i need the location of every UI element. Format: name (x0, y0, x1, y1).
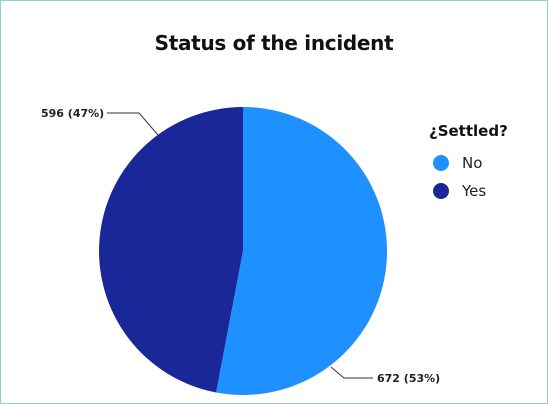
pie-slice-no[interactable] (216, 106, 388, 395)
data-label-yes: 596 (47%) (41, 107, 104, 120)
chart-title: Status of the incident (154, 31, 394, 55)
data-label-leader-yes (107, 112, 159, 136)
legend: ¿Settled? No Yes (429, 122, 508, 205)
legend-item-yes[interactable]: Yes (429, 177, 508, 205)
legend-title: ¿Settled? (429, 122, 508, 140)
legend-swatch-no (433, 155, 449, 171)
legend-item-no[interactable]: No (429, 149, 508, 177)
data-label-no: 672 (53%) (377, 372, 440, 385)
legend-label-no: No (462, 154, 483, 172)
pie-slice-yes[interactable] (99, 107, 243, 393)
legend-label-yes: Yes (462, 182, 487, 200)
data-label-leader-no (330, 366, 373, 379)
legend-swatch-yes (433, 183, 449, 199)
